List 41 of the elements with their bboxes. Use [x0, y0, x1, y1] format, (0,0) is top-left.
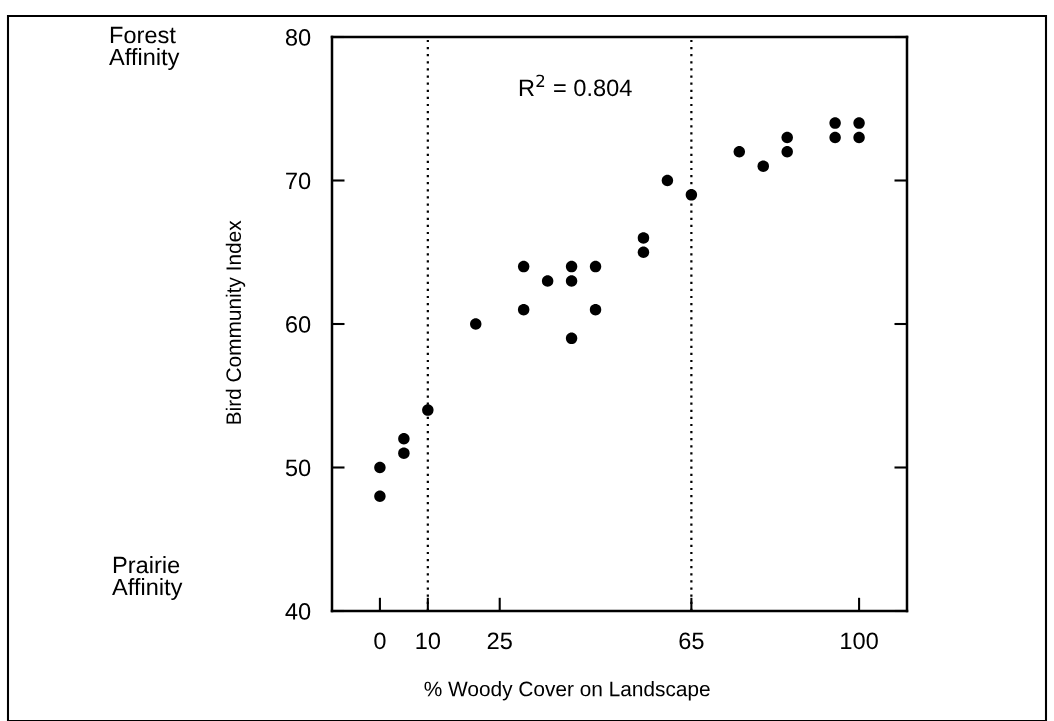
- point: [637, 232, 650, 244]
- point: [541, 275, 554, 287]
- point: [470, 318, 482, 330]
- y-axis-title: Bird Community Index: [225, 220, 246, 424]
- point: [853, 117, 865, 129]
- point: [517, 260, 530, 273]
- point: [565, 275, 578, 287]
- x-tick-label: 25: [487, 632, 512, 650]
- point: [829, 131, 841, 144]
- y-tick-label: 60: [286, 316, 311, 333]
- point: [661, 174, 674, 187]
- point: [565, 332, 578, 345]
- text: Forest Affinity: [109, 26, 180, 71]
- y-tick-label: 40: [285, 603, 311, 620]
- point: [589, 303, 602, 316]
- point: [398, 433, 410, 445]
- annotation: R$^{2}$ = 0.804: [519, 74, 632, 97]
- point: [781, 146, 793, 158]
- point: [374, 461, 386, 474]
- y-tick-label: 80: [285, 29, 311, 46]
- point: [517, 303, 530, 316]
- point: [853, 131, 865, 144]
- point: [685, 189, 698, 201]
- x-tick-label: 0: [374, 632, 386, 650]
- point: [422, 404, 434, 416]
- point: [374, 490, 386, 502]
- y-tick-label: 50: [285, 459, 311, 477]
- x-tick-label: 10: [416, 632, 441, 650]
- y-tick-label: 70: [286, 172, 311, 190]
- point: [757, 160, 769, 172]
- point: [589, 260, 602, 273]
- point: [733, 146, 746, 158]
- point: [565, 260, 578, 273]
- x-tick-label: 65: [679, 632, 704, 650]
- x-tick-label: 100: [841, 632, 878, 650]
- point: [637, 246, 650, 258]
- point: [829, 117, 841, 129]
- x-axis-title: % Woody Cover on Landscape: [424, 681, 710, 701]
- point: [781, 131, 793, 144]
- point: [398, 447, 410, 459]
- text: Prairie Affinity: [112, 556, 183, 601]
